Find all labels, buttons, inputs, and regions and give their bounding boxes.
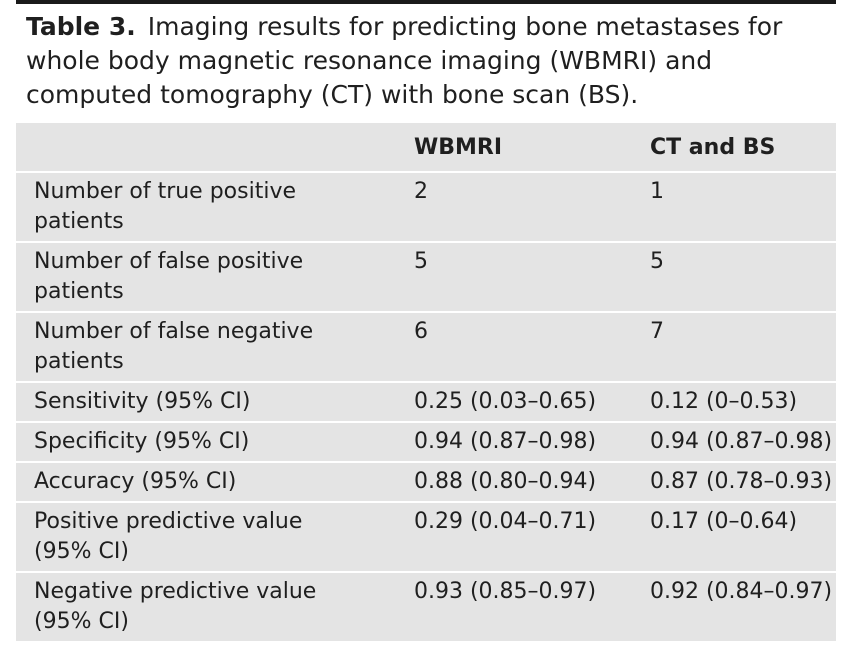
results-table: WBMRI CT and BS Number of true positive … [16, 123, 836, 641]
ct-bs-value: 0.92 (0.84–0.97) [632, 571, 836, 641]
wbmri-value: 0.29 (0.04–0.71) [396, 501, 632, 572]
results-table-container: WBMRI CT and BS Number of true positive … [16, 123, 836, 641]
table-label: Table 3. [26, 12, 136, 41]
row-label: Number of false negative patients [16, 311, 396, 382]
header-wbmri: WBMRI [414, 135, 503, 160]
table-row: Sensitivity (95% CI) 0.25 (0.03–0.65) 0.… [16, 381, 836, 422]
wbmri-value: 6 [396, 311, 632, 382]
ct-bs-value: 1 [632, 171, 836, 242]
wbmri-value: 2 [396, 171, 632, 242]
wbmri-value: 5 [396, 241, 632, 312]
row-label: Number of true positive patients [16, 171, 396, 242]
wbmri-value: 0.88 (0.80–0.94) [396, 461, 632, 502]
table-row: Positive predictive value (95% CI) 0.29 … [16, 501, 836, 572]
row-label: Number of false positive patients [16, 241, 396, 312]
ct-bs-value: 0.12 (0–0.53) [632, 381, 836, 422]
table-row: Number of false negative patients 6 7 [16, 311, 836, 382]
header-row: WBMRI CT and BS [16, 123, 836, 172]
ct-bs-value: 0.17 (0–0.64) [632, 501, 836, 572]
wbmri-value: 0.93 (0.85–0.97) [396, 571, 632, 641]
caption-text: Imaging results for predicting bone meta… [26, 12, 783, 109]
row-label: Positive predictive value (95% CI) [16, 501, 396, 572]
table-row: Accuracy (95% CI) 0.88 (0.80–0.94) 0.87 … [16, 461, 836, 502]
table-row: Negative predictive value (95% CI) 0.93 … [16, 571, 836, 641]
row-label: Accuracy (95% CI) [16, 461, 396, 502]
ct-bs-value: 0.94 (0.87–0.98) [632, 421, 836, 462]
table-row: Number of true positive patients 2 1 [16, 171, 836, 242]
header-blank [16, 123, 396, 172]
ct-bs-value: 5 [632, 241, 836, 312]
row-label: Negative predictive value (95% CI) [16, 571, 396, 641]
wbmri-value: 0.94 (0.87–0.98) [396, 421, 632, 462]
table-row: Number of false positive patients 5 5 [16, 241, 836, 312]
table-caption: Table 3. Imaging results for predicting b… [26, 10, 826, 112]
ct-bs-value: 0.87 (0.78–0.93) [632, 461, 836, 502]
header-ct-bs: CT and BS [650, 135, 776, 160]
table-row: Specificity (95% CI) 0.94 (0.87–0.98) 0.… [16, 421, 836, 462]
top-rule [16, 0, 836, 4]
wbmri-value: 0.25 (0.03–0.65) [396, 381, 632, 422]
row-label: Specificity (95% CI) [16, 421, 396, 462]
row-label: Sensitivity (95% CI) [16, 381, 396, 422]
ct-bs-value: 7 [632, 311, 836, 382]
